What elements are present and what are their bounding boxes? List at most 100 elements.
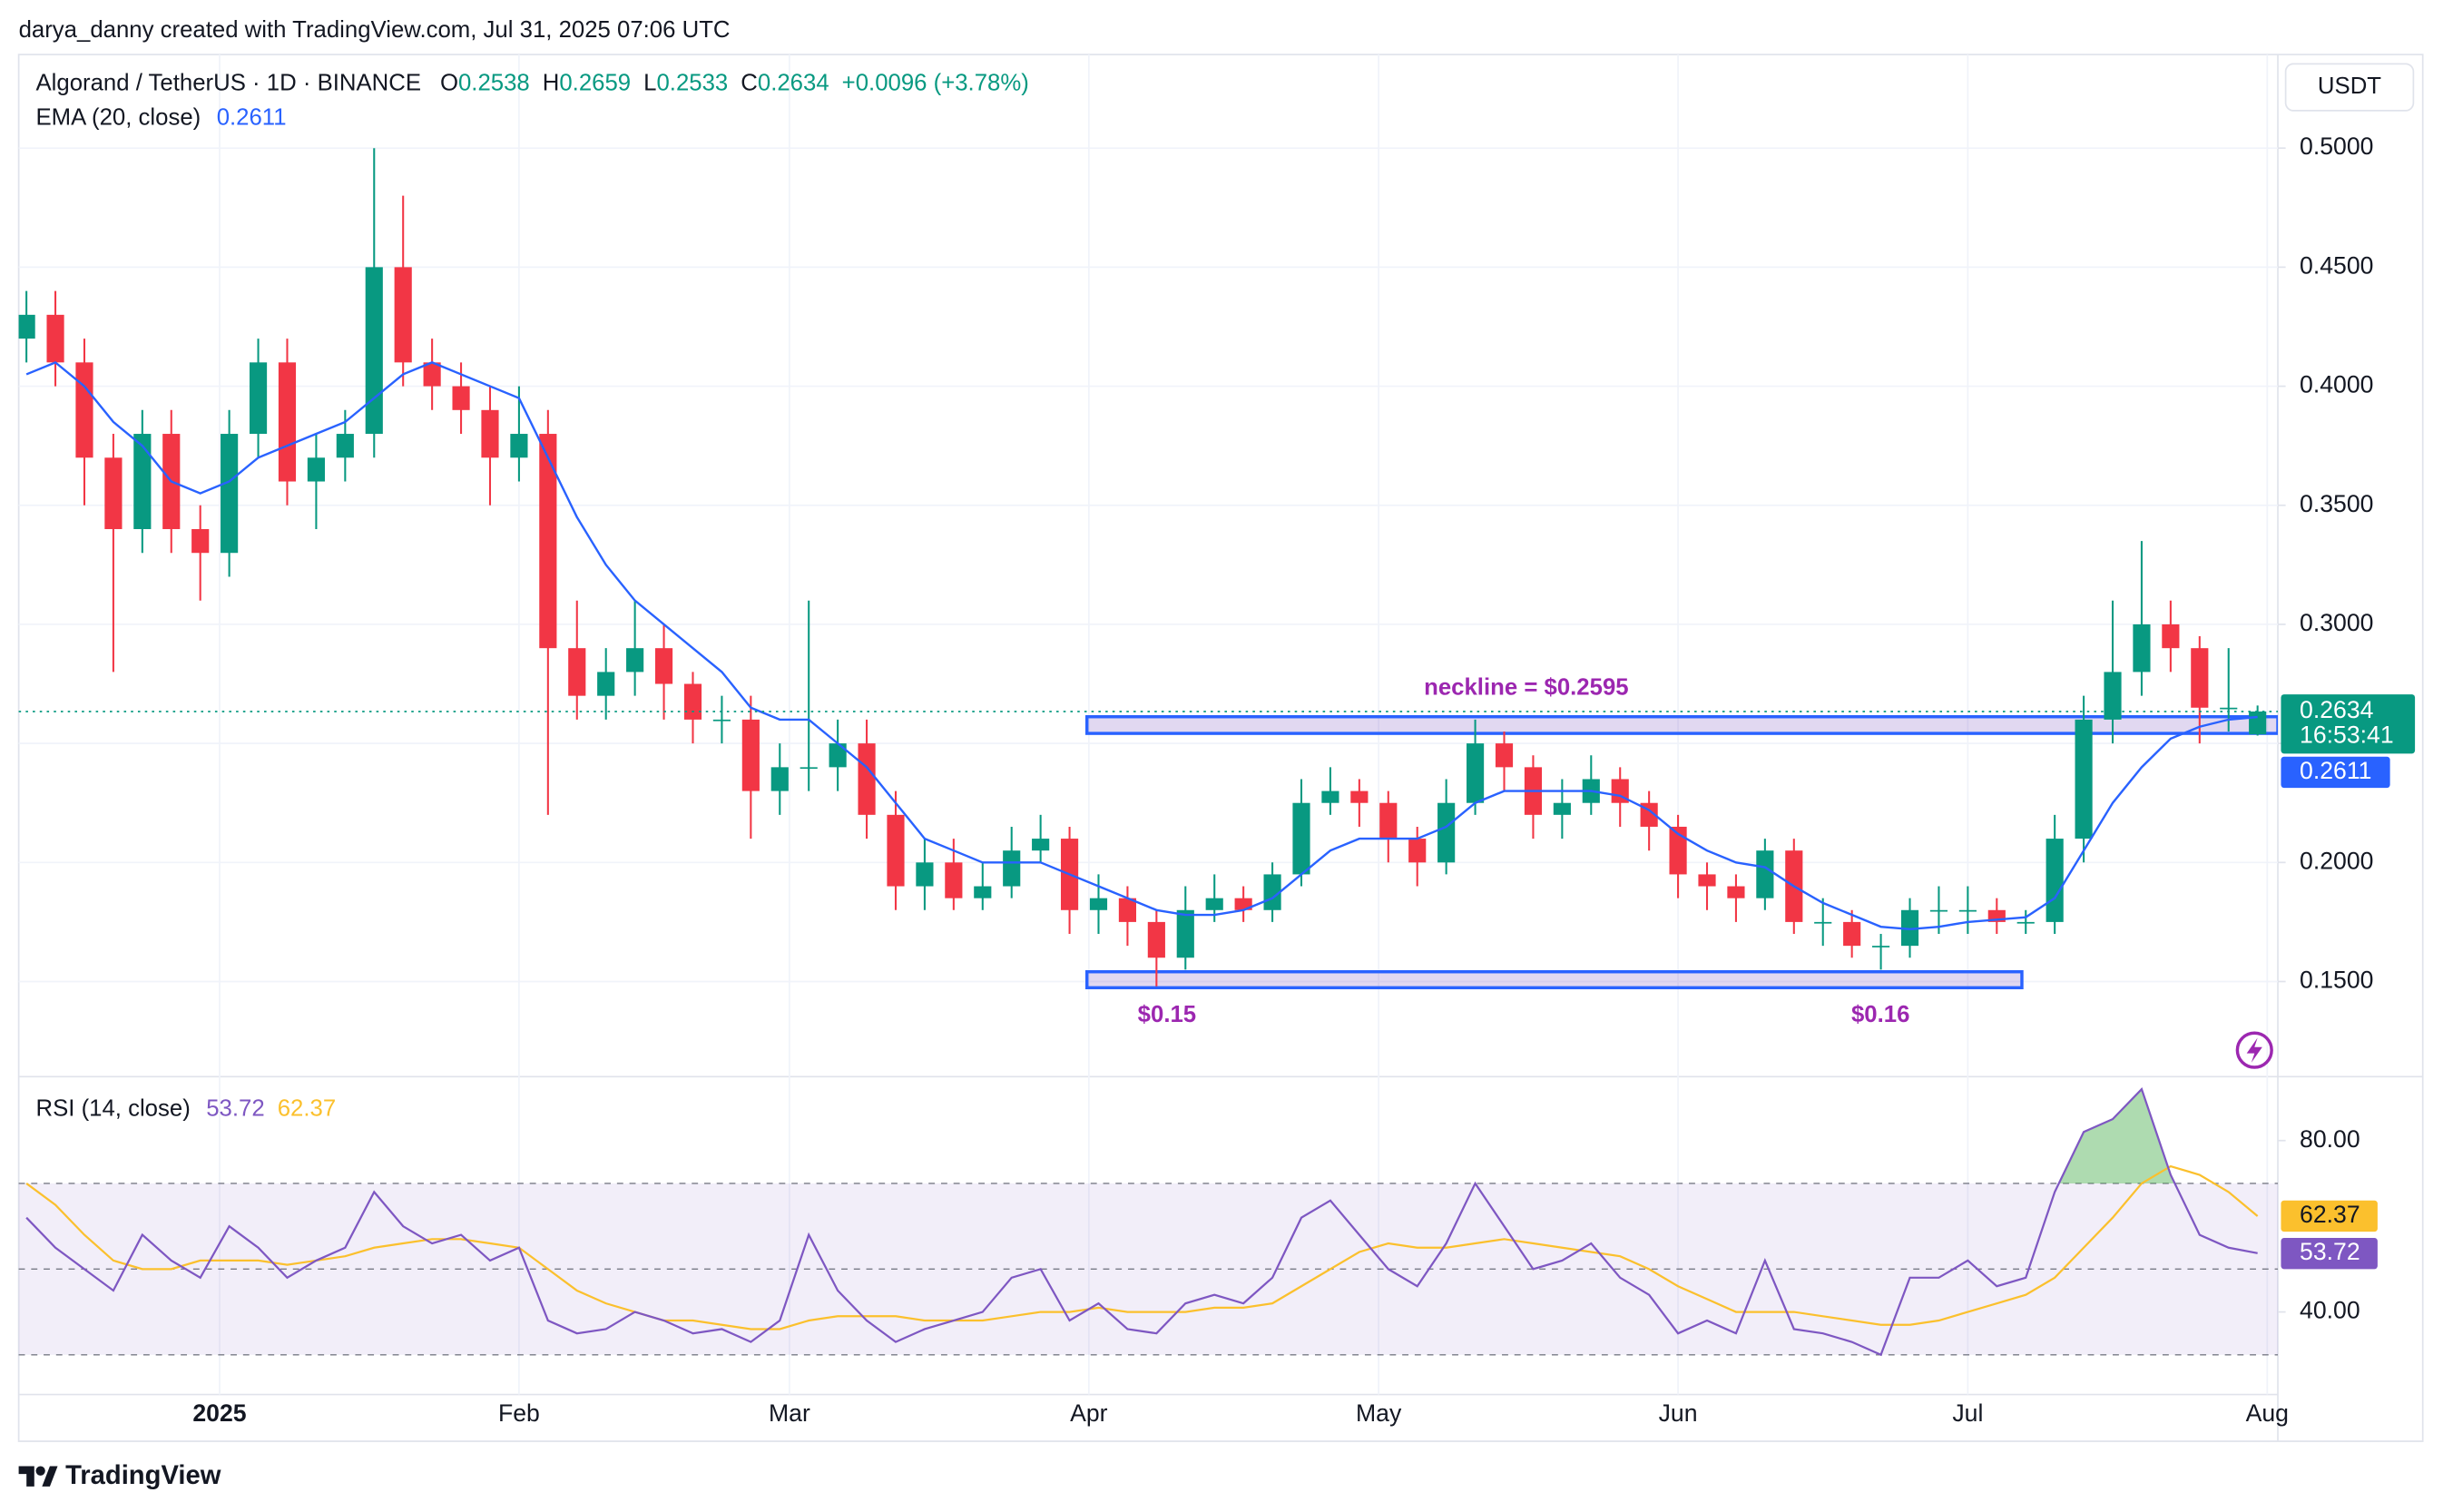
candle-body xyxy=(336,434,354,458)
y-tick-label: 0.1500 xyxy=(2300,967,2373,994)
candle-body xyxy=(2046,839,2064,922)
rsi-line xyxy=(25,1086,2258,1357)
zone-box xyxy=(1085,715,2279,735)
candle-body xyxy=(858,743,876,815)
candle-body xyxy=(1003,850,1021,887)
x-tick-label: Feb xyxy=(498,1399,540,1427)
candle-body xyxy=(1032,839,1050,851)
candle-body xyxy=(2104,672,2122,720)
candle-body xyxy=(1958,909,1977,912)
ohlc-label: L xyxy=(643,71,656,96)
symbol-header: Algorand / TetherUS · 1D · BINANCE O0.25… xyxy=(35,71,1028,96)
support-label: $0.15 xyxy=(1138,1002,1196,1027)
candle-body xyxy=(481,409,499,458)
candle-body xyxy=(770,767,789,791)
x-tick-label: Aug xyxy=(2246,1399,2289,1427)
candle-body xyxy=(568,648,586,696)
x-tick-label: Jun xyxy=(1659,1399,1698,1427)
value-box xyxy=(2281,1200,2378,1232)
candle-body xyxy=(249,362,268,435)
low-value: 0.2533 xyxy=(656,71,728,96)
open-value: 0.2538 xyxy=(458,71,530,96)
value-label: 53.72 xyxy=(2300,1238,2360,1265)
candle-body xyxy=(1756,850,1774,898)
candle-body xyxy=(626,648,644,673)
y-tick-label: 0.2000 xyxy=(2300,847,2373,874)
candle-body xyxy=(1553,802,1571,815)
candle-body xyxy=(1669,826,1687,875)
ema-line xyxy=(25,360,2258,930)
candles xyxy=(18,148,2279,990)
candle-body xyxy=(133,434,152,529)
logo-dot xyxy=(35,1466,45,1476)
candle-body xyxy=(191,528,210,554)
overbought-fill xyxy=(1475,1089,2175,1183)
x-tick-label: Jul xyxy=(1952,1399,1983,1427)
candle-body xyxy=(1929,909,1948,912)
y-tick-label: 0.4000 xyxy=(2300,371,2373,398)
high-value: 0.2659 xyxy=(559,71,631,96)
logo-mark xyxy=(18,1466,58,1487)
ohlc-label: C xyxy=(741,71,758,96)
candle-body xyxy=(2220,707,2238,710)
candle-body xyxy=(1437,802,1456,863)
close-value: 0.2634 xyxy=(758,71,829,96)
ohlc-label: O xyxy=(440,71,458,96)
candle-body xyxy=(1379,802,1398,839)
brand-logo xyxy=(18,1466,58,1487)
candle-body xyxy=(1089,898,1108,910)
x-tick-label: Mar xyxy=(769,1399,810,1427)
alert-bolt[interactable] xyxy=(2246,1037,2262,1063)
candle-body xyxy=(1495,743,1514,768)
candle-body xyxy=(2249,711,2267,735)
rsi-legend: RSI (14, close) 53.72 62.37 xyxy=(35,1095,336,1121)
y-tick-label: 0.3500 xyxy=(2300,490,2373,517)
currency[interactable]: USDT xyxy=(2318,74,2381,99)
marks xyxy=(18,148,2279,1357)
symbol-title: Algorand / TetherUS · 1D · BINANCE xyxy=(35,71,421,96)
value-label: 62.37 xyxy=(2300,1201,2360,1228)
candle-body xyxy=(1176,909,1194,958)
candle-body xyxy=(1205,898,1223,910)
value-box xyxy=(2281,1237,2378,1270)
ohlc-label: H xyxy=(543,71,560,96)
ema-name: EMA (20, close) xyxy=(35,104,201,130)
neckline-label: neckline = $0.2595 xyxy=(1424,675,1628,701)
frame xyxy=(17,54,2424,1442)
candle-body xyxy=(539,434,557,649)
alert-icon[interactable] xyxy=(2235,1031,2273,1069)
currency-button[interactable] xyxy=(2284,63,2415,112)
y-tick-label: 0.5000 xyxy=(2300,133,2373,160)
candle-body xyxy=(1118,898,1137,922)
rsi-value: 53.72 xyxy=(206,1095,264,1121)
candle-body xyxy=(800,767,818,770)
support-label: $0.16 xyxy=(1851,1002,1909,1027)
candle-body xyxy=(104,457,123,529)
countdown: 16:53:41 xyxy=(2300,721,2394,748)
brand: TradingView xyxy=(65,1461,221,1490)
candle-body xyxy=(75,362,93,458)
y-tick-label: 80.00 xyxy=(2300,1125,2360,1153)
candle-body xyxy=(887,814,905,887)
ema-legend: EMA (20, close) 0.2611 xyxy=(35,104,286,130)
candle-body xyxy=(307,457,325,482)
candle-body xyxy=(2162,623,2180,649)
candle-body xyxy=(1900,909,1919,947)
candle-body xyxy=(1698,874,1716,887)
candle-body xyxy=(452,386,470,410)
candle-body xyxy=(1292,802,1310,875)
last-price-box xyxy=(2281,694,2416,754)
candle-body xyxy=(1408,839,1427,863)
rsi-ma-value: 62.37 xyxy=(278,1095,336,1121)
candle-body xyxy=(1263,874,1281,910)
ema-price-label: 0.2611 xyxy=(2300,757,2371,784)
candle-body xyxy=(1466,743,1485,803)
candle-body xyxy=(394,267,412,363)
candle-body xyxy=(1234,898,1252,910)
credit: darya_danny created with TradingView.com… xyxy=(19,17,731,43)
alert-circle[interactable] xyxy=(2235,1031,2273,1069)
candle-body xyxy=(2075,719,2093,839)
candle-body xyxy=(2133,623,2151,673)
